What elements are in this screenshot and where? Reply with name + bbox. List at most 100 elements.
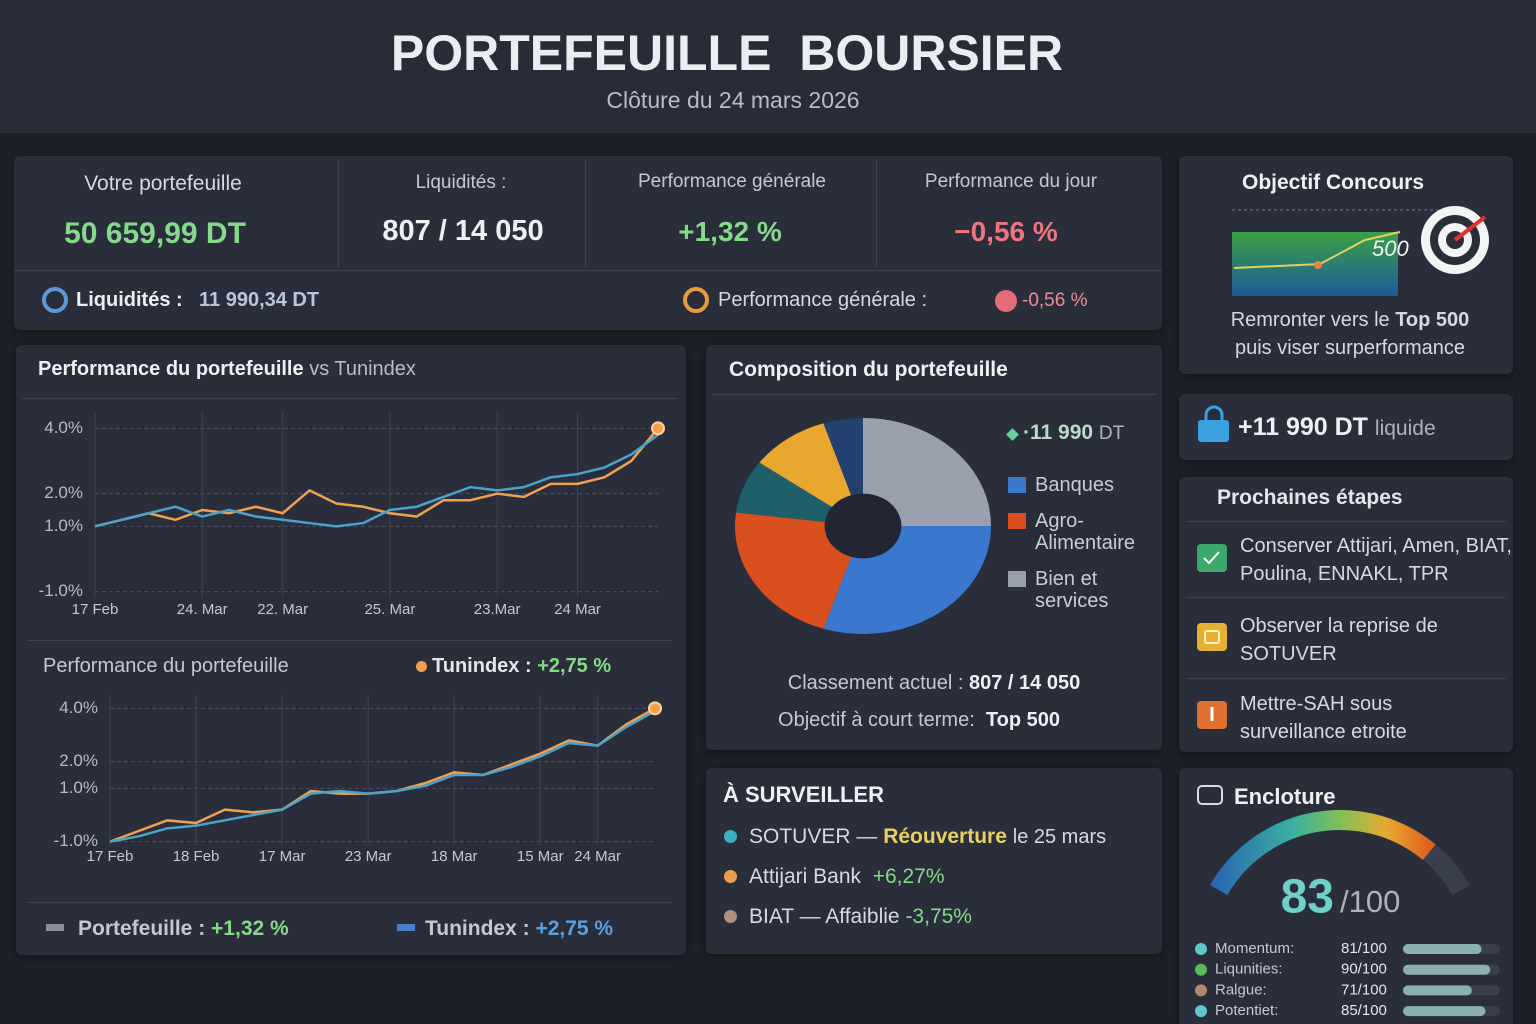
watch-item: Attijari Bank +6,27% <box>724 865 945 889</box>
goal-trend <box>1233 231 1401 269</box>
legend-entry: Tunindex : +2,75 % <box>416 655 611 678</box>
divider <box>28 902 672 903</box>
cash-panel <box>1179 394 1513 460</box>
stat-value: 807 / 14 050 <box>382 215 544 247</box>
watch-status: +6,27% <box>872 865 945 888</box>
bag-handle <box>1204 405 1224 421</box>
goal-text-part: Top 500 <box>1395 309 1470 331</box>
dot <box>724 870 737 883</box>
legend-label: Agro-Alimentaire <box>1035 510 1136 554</box>
stat-value: 50 659,99 DT <box>64 217 246 250</box>
goal-text: puis viser surperformance <box>1234 337 1466 359</box>
diamond <box>1006 428 1019 441</box>
legend-label: Banques <box>1035 474 1114 496</box>
icon <box>995 290 1017 312</box>
legend-dot <box>416 661 427 672</box>
goal-marker: 500 <box>1372 236 1409 261</box>
divider <box>28 640 672 641</box>
steps-title: Prochaines étapes <box>1217 486 1403 509</box>
chart-title: Composition du portefeuille <box>729 358 1008 381</box>
target-label: Objectif à court terme: <box>778 709 975 731</box>
ranking-value: 807 / 14 050 <box>968 672 1081 694</box>
series-change: +1,32 % <box>211 917 289 940</box>
goal-text: Remronter vers le Top 500 <box>1231 309 1470 332</box>
bag <box>1198 420 1229 442</box>
cash-value: +11 990 DT <box>1238 413 1368 441</box>
title: PORTEFEUILLE BOURSIER <box>390 25 1064 81</box>
pie-legend: Banques Agro-Alimentaire Bien et services <box>1008 474 1158 612</box>
dot <box>724 830 737 843</box>
chart-title-suffix: vs Tunindex <box>309 358 416 380</box>
ranking-label: Classement actuel : <box>787 672 964 694</box>
divider <box>585 160 586 268</box>
footer-label: Performance générale : <box>718 289 928 311</box>
target: Objectif à court terme: Top 500 <box>778 709 1060 732</box>
stat-label: Performance du jour <box>924 171 1098 192</box>
legend-swatch <box>1008 513 1026 529</box>
divider <box>14 270 1162 271</box>
chart-title-main: Performance du portefeuille <box>38 358 304 380</box>
check <box>1203 551 1220 565</box>
target-arrow <box>1453 215 1487 242</box>
legend-value: +2,75 % <box>537 655 612 677</box>
goal-title: Objectif Concours <box>1241 171 1425 194</box>
icon <box>683 287 709 313</box>
divider <box>1186 521 1506 522</box>
series-summary: Portefeuille : +1,32 % <box>46 917 289 941</box>
watch-name: BIAT — Affaiblie <box>749 905 900 928</box>
stat-value: +1,32 % <box>678 216 782 247</box>
watch-item: BIAT — Affaiblie -3,75% <box>724 905 972 929</box>
stat-label: Performance générale <box>638 171 826 192</box>
chart-title: Performance du portefeuille vs Tunindex <box>38 358 416 381</box>
step-icon <box>1197 623 1227 651</box>
watch-item: SOTUVER — Réouverture le 25 mars <box>724 825 1106 849</box>
legend-label: Bien et services <box>1035 568 1109 612</box>
series-change: +2,75 % <box>535 917 614 940</box>
divider <box>22 398 678 399</box>
series-summary: Tunindex : +2,75 % <box>397 917 613 941</box>
divider <box>712 394 1156 395</box>
series-name: Portefeuille : <box>78 917 206 940</box>
divider <box>1186 678 1506 679</box>
watch-detail: le 25 mars <box>1012 826 1107 848</box>
stat-label: Liquidités : <box>415 172 507 193</box>
subtitle: Clôture du 24 mars 2026 <box>606 87 860 113</box>
ranking: Classement actuel : 807 / 14 050 <box>788 672 1080 695</box>
divider <box>338 160 339 268</box>
legend-swatch <box>1008 571 1026 587</box>
step-text: Observer la reprise de SOTUVER <box>1240 615 1438 665</box>
legend-swatch <box>46 924 64 931</box>
target-value: Top 500 <box>985 709 1060 731</box>
series-name: Tunindex : <box>425 917 530 940</box>
pie-note: ·11 990 DT <box>1006 421 1125 445</box>
goal-text-part: Remronter vers le <box>1230 309 1390 331</box>
step-text: Mettre-SAH sous surveillance etroite <box>1240 693 1407 743</box>
line-panel <box>16 345 686 955</box>
goal-point <box>1314 261 1322 269</box>
legend-entry: Banques <box>1008 474 1158 496</box>
dot <box>724 910 737 923</box>
note-unit: DT <box>1098 423 1125 444</box>
cash-label: liquide <box>1374 417 1436 440</box>
watch-title: À SURVEILLER <box>723 782 884 807</box>
chart-title: Performance du portefeuille <box>43 655 289 677</box>
watch-name: Attijari Bank <box>749 865 862 888</box>
legend-entry: Agro-Alimentaire <box>1008 510 1158 554</box>
icon <box>42 287 68 313</box>
footer-label: Liquidités : <box>76 289 183 311</box>
divider <box>876 160 877 268</box>
legend-entry: Bien et services <box>1008 568 1158 612</box>
legend-label: Tunindex : <box>432 655 532 677</box>
stat-value: −0,56 % <box>954 216 1058 247</box>
legend-swatch <box>1008 477 1026 493</box>
step-icon-mark <box>1204 630 1220 644</box>
watch-panel <box>706 768 1162 954</box>
watch-name: SOTUVER — <box>749 825 878 848</box>
legend-swatch <box>397 924 415 931</box>
footer-value: -0,56 % <box>1022 290 1088 311</box>
step-text: Conserver Attijari, Amen, BIAT, Poulina,… <box>1240 535 1512 585</box>
